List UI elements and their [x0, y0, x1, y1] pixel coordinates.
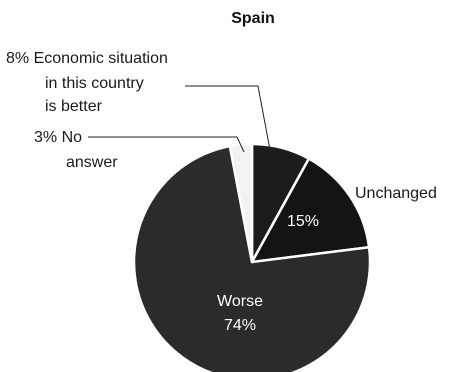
pie-slice-unchanged — [250, 157, 371, 264]
pie-slices — [132, 142, 372, 372]
chart-title: Spain — [231, 10, 275, 27]
pie-slice-worse — [132, 144, 372, 372]
slice-label-better: 8% Economic situation in this country is… — [6, 50, 172, 115]
leader-line-no-answer — [88, 136, 245, 153]
slice-label-unchanged: Unchanged — [355, 185, 437, 202]
slice-label-worse: Worse — [217, 293, 263, 310]
slice-value-unchanged: 15% — [287, 213, 319, 230]
leader-line-better — [185, 85, 271, 151]
slice-value-worse: 74% — [224, 317, 256, 334]
slice-label-no-answer: 3% No answer — [34, 129, 118, 171]
